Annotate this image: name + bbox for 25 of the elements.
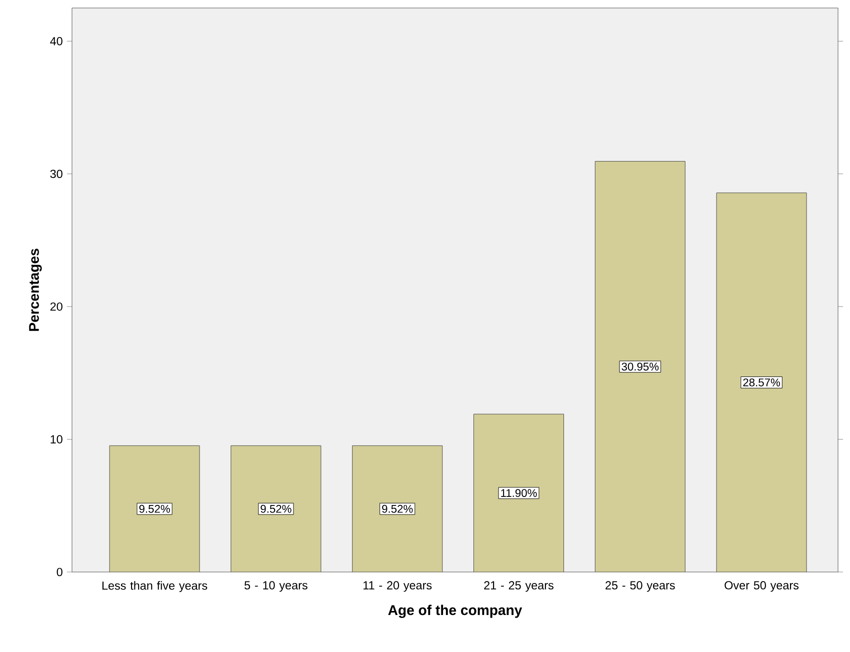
x-tick-label: 21 - 25 years <box>484 581 554 592</box>
data-label: 9.52% <box>382 504 413 513</box>
y-tick-label: 30 <box>50 170 62 178</box>
x-tick-label: 25 - 50 years <box>606 581 675 592</box>
x-tick-label: 5 - 10 years <box>244 581 308 592</box>
data-label: 9.52% <box>260 504 292 513</box>
x-tick-label: Over 50 years <box>724 581 799 592</box>
x-tick-label: Less than five years <box>102 581 208 592</box>
bar <box>230 445 322 572</box>
y-tick-label: 0 <box>56 568 62 576</box>
bar <box>474 414 564 572</box>
bar <box>716 192 807 572</box>
data-label: 11.90% <box>501 489 537 497</box>
x-axis-title: Age of the company <box>388 604 522 618</box>
data-label: 30.95% <box>622 362 659 371</box>
bar <box>352 446 442 572</box>
x-tick-label: 11 - 20 years <box>364 581 432 592</box>
y-axis-title: Percentages <box>29 248 42 331</box>
y-tick-label: 40 <box>50 37 62 46</box>
bar <box>109 445 200 572</box>
bar <box>594 161 686 572</box>
data-label: 9.52% <box>139 504 170 513</box>
data-label: 28.57% <box>743 378 780 386</box>
y-tick-label: 10 <box>50 435 62 444</box>
y-tick-label: 20 <box>50 302 62 311</box>
